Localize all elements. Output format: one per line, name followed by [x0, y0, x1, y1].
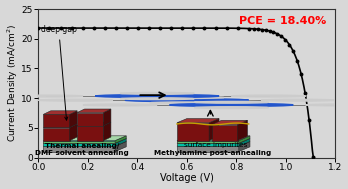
Polygon shape: [177, 136, 250, 141]
Polygon shape: [103, 109, 111, 126]
Circle shape: [120, 92, 194, 94]
Text: Methylamine post-annealing: Methylamine post-annealing: [154, 150, 271, 156]
Polygon shape: [77, 109, 111, 113]
Polygon shape: [44, 111, 77, 114]
Circle shape: [261, 99, 335, 101]
Polygon shape: [177, 141, 239, 143]
Polygon shape: [239, 142, 250, 152]
Circle shape: [95, 94, 219, 98]
Polygon shape: [70, 111, 77, 127]
Text: surface impurites: surface impurites: [184, 142, 247, 148]
Circle shape: [120, 98, 194, 100]
Y-axis label: Current Density (mA/cm$^2$): Current Density (mA/cm$^2$): [6, 24, 20, 143]
Polygon shape: [212, 120, 247, 125]
Polygon shape: [44, 139, 126, 143]
Polygon shape: [239, 136, 250, 143]
Polygon shape: [77, 122, 111, 126]
Polygon shape: [209, 119, 219, 141]
Polygon shape: [103, 122, 111, 141]
Polygon shape: [44, 136, 126, 141]
Text: deep gap: deep gap: [41, 25, 77, 120]
Polygon shape: [177, 123, 209, 141]
Circle shape: [169, 103, 293, 106]
Polygon shape: [44, 143, 115, 146]
Circle shape: [83, 104, 157, 106]
Polygon shape: [238, 120, 247, 141]
X-axis label: Voltage (V): Voltage (V): [160, 174, 214, 184]
Circle shape: [306, 104, 348, 106]
Polygon shape: [44, 114, 70, 127]
Polygon shape: [77, 126, 103, 141]
Text: PCE = 18.40%: PCE = 18.40%: [239, 16, 326, 26]
Circle shape: [150, 102, 224, 104]
Polygon shape: [70, 124, 77, 141]
Circle shape: [150, 97, 224, 98]
Polygon shape: [177, 143, 239, 146]
Polygon shape: [77, 113, 103, 126]
Polygon shape: [115, 142, 126, 152]
Circle shape: [231, 95, 306, 97]
Polygon shape: [44, 141, 115, 143]
Polygon shape: [212, 125, 238, 141]
Circle shape: [194, 107, 269, 108]
Polygon shape: [44, 128, 70, 141]
Polygon shape: [44, 142, 126, 146]
Polygon shape: [115, 139, 126, 146]
Circle shape: [125, 99, 249, 102]
Polygon shape: [177, 119, 219, 123]
Polygon shape: [177, 139, 250, 143]
Polygon shape: [115, 136, 126, 143]
Text: Thermal anealing/
DMF solvent annealing: Thermal anealing/ DMF solvent annealing: [35, 143, 128, 156]
Polygon shape: [177, 142, 250, 146]
Polygon shape: [44, 124, 77, 128]
Polygon shape: [239, 139, 250, 146]
Circle shape: [9, 95, 83, 97]
Circle shape: [38, 99, 113, 101]
Circle shape: [194, 101, 269, 103]
Polygon shape: [44, 146, 115, 152]
Polygon shape: [177, 146, 239, 152]
